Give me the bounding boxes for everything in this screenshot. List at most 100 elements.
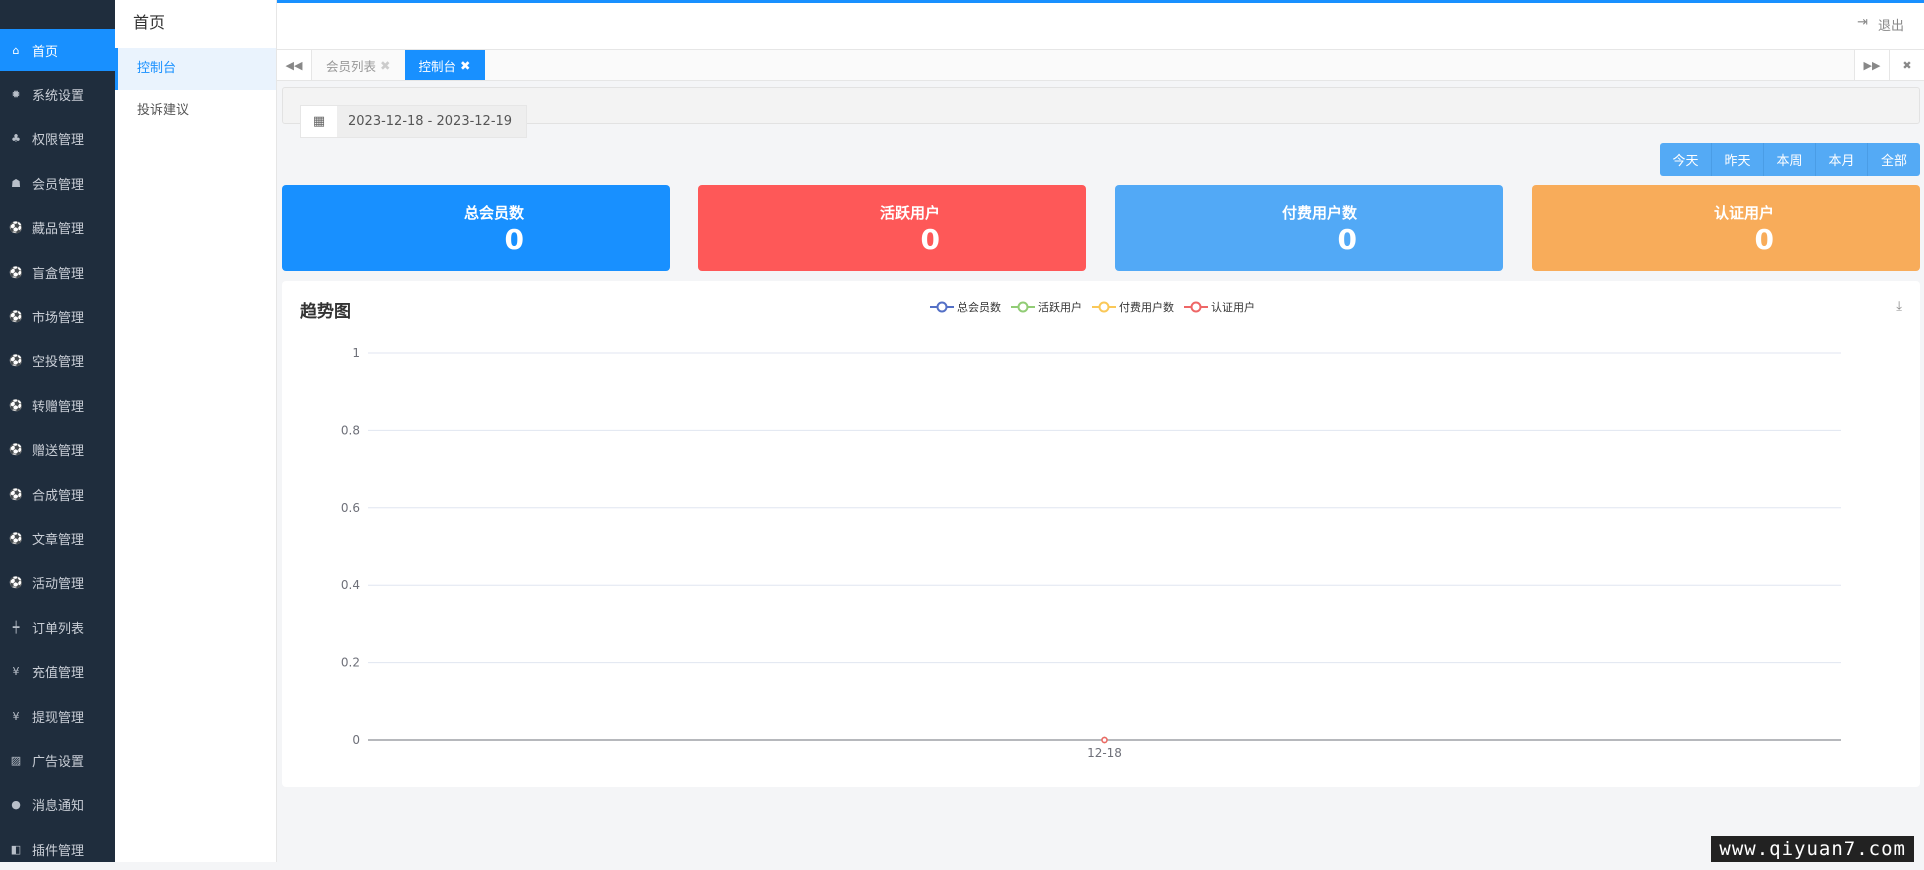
sidebar-item-label: 消息通知 bbox=[32, 799, 85, 815]
stat-label: 付费用户数 bbox=[1281, 204, 1357, 222]
top-header: ⇥ 退出 bbox=[277, 0, 1924, 49]
sidebar-item-12[interactable]: ⚽ 活动管理 bbox=[0, 562, 115, 604]
sub-nav-complaints[interactable]: 投诉建议 bbox=[137, 103, 190, 118]
calendar-icon: ▦ bbox=[301, 106, 337, 137]
sidebar-item-10[interactable]: ⚽ 合成管理 bbox=[0, 473, 115, 515]
legend-label: 付费用户数 bbox=[1119, 301, 1174, 314]
legend-item[interactable]: 付费用户数 bbox=[1092, 299, 1174, 315]
sidebar-item-label: 活动管理 bbox=[32, 577, 85, 593]
all-button[interactable]: 全部 bbox=[1868, 143, 1920, 176]
sidebar-item-label: 充值管理 bbox=[32, 666, 85, 682]
sidebar-item-16[interactable]: ▨ 广告设置 bbox=[0, 739, 115, 781]
sidebar-item-label: 订单列表 bbox=[32, 621, 85, 637]
stat-value: 0 bbox=[504, 223, 524, 256]
tab-bar: ◀◀ 会员列表 ✖ 控制台 ✖ ▶▶ ✖ bbox=[277, 49, 1924, 81]
sidebar-item-label: 系统设置 bbox=[32, 88, 85, 104]
yen-icon: ¥ bbox=[12, 665, 20, 679]
legend-marker-icon bbox=[1011, 301, 1035, 313]
sidebar-item-2[interactable]: ♣ 权限管理 bbox=[0, 118, 115, 160]
y-tick-label: 0.2 bbox=[341, 656, 360, 670]
sidebar-item-15[interactable]: ¥ 提现管理 bbox=[0, 695, 115, 737]
sidebar-item-label: 转赠管理 bbox=[32, 399, 85, 415]
sidebar-item-label: 提现管理 bbox=[32, 710, 85, 726]
gear-icon: ✹ bbox=[11, 87, 21, 101]
sidebar-item-4[interactable]: ⚽ 藏品管理 bbox=[0, 207, 115, 249]
logout-label: 退出 bbox=[1877, 19, 1904, 34]
sub-nav-title: 首页 bbox=[133, 13, 166, 32]
download-icon[interactable]: ⤓ bbox=[1896, 299, 1902, 314]
sidebar-item-7[interactable]: ⚽ 空投管理 bbox=[0, 340, 115, 382]
legend-item[interactable]: 总会员数 bbox=[930, 299, 1001, 315]
sidebar-item-6[interactable]: ⚽ 市场管理 bbox=[0, 295, 115, 337]
sidebar-item-label: 权限管理 bbox=[32, 133, 85, 149]
sidebar-item-5[interactable]: ⚽ 盲盒管理 bbox=[0, 251, 115, 293]
sidebar-item-1[interactable]: ✹ 系统设置 bbox=[0, 73, 115, 115]
sidebar-item-0[interactable]: ⌂ 首页 bbox=[0, 29, 115, 71]
sidebar-item-label: 广告设置 bbox=[32, 754, 85, 770]
chart-legend: 总会员数 活跃用户 付费用户数 认证用户 bbox=[930, 299, 1255, 315]
sidebar-item-9[interactable]: ⚽ 赠送管理 bbox=[0, 429, 115, 471]
sidebar-item-11[interactable]: ⚽ 文章管理 bbox=[0, 517, 115, 559]
sidebar: ⌂ 首页 ✹ 系统设置 ♣ 权限管理 ☗ 会员管理 ⚽ 藏品管理 ⚽ 盲盒管理 ⚽ 市场管理 ⚽ 空投管理 ⚽ 转… bbox=[0, 0, 115, 862]
sidebar-item-label: 赠送管理 bbox=[32, 444, 85, 460]
sidebar-item-17[interactable]: ● 消息通知 bbox=[0, 784, 115, 826]
y-tick-label: 0.8 bbox=[341, 423, 360, 437]
soccer-ball-icon: ⚽ bbox=[9, 487, 23, 501]
stat-label: 总会员数 bbox=[463, 204, 524, 222]
sidebar-item-8[interactable]: ⚽ 转赠管理 bbox=[0, 384, 115, 426]
stat-card: 付费用户数 0 bbox=[1115, 185, 1503, 271]
sidebar-item-label: 藏品管理 bbox=[32, 222, 85, 238]
today-button[interactable]: 今天 bbox=[1660, 143, 1712, 176]
sidebar-item-label: 插件管理 bbox=[32, 843, 85, 859]
soccer-ball-icon: ⚽ bbox=[9, 265, 23, 279]
stat-card: 认证用户 0 bbox=[1532, 185, 1920, 271]
scroll-left-button[interactable]: ◀◀ bbox=[277, 50, 312, 80]
this-week-button[interactable]: 本周 bbox=[1764, 143, 1816, 176]
sidebar-item-label: 首页 bbox=[32, 44, 59, 60]
date-range-picker[interactable]: ▦ 2023-12-18 - 2023-12-19 bbox=[300, 105, 527, 138]
legend-marker-icon bbox=[1184, 301, 1208, 313]
soccer-ball-icon: ⚽ bbox=[9, 221, 23, 235]
sidebar-item-label: 会员管理 bbox=[32, 177, 85, 193]
stat-value: 0 bbox=[1337, 223, 1357, 256]
date-range-input[interactable]: 2023-12-18 - 2023-12-19 bbox=[337, 106, 526, 137]
stat-value: 0 bbox=[1754, 223, 1774, 256]
legend-marker-icon bbox=[1092, 301, 1116, 313]
stat-card: 活跃用户 0 bbox=[698, 185, 1086, 271]
sidebar-item-13[interactable]: ┿ 订单列表 bbox=[0, 606, 115, 648]
plugin-icon: ◧ bbox=[10, 842, 22, 856]
sub-nav-dashboard[interactable]: 控制台 bbox=[115, 48, 276, 90]
image-icon: ▨ bbox=[10, 753, 22, 767]
legend-item[interactable]: 活跃用户 bbox=[1011, 299, 1082, 315]
logout-button[interactable]: ⇥ 退出 bbox=[1857, 15, 1904, 34]
signpost-icon: ┿ bbox=[12, 620, 20, 634]
stat-value: 0 bbox=[920, 223, 940, 256]
stat-card: 总会员数 0 bbox=[282, 185, 670, 271]
sub-navigation: 首页 控制台 投诉建议 bbox=[115, 0, 277, 862]
tab-label: 会员列表 bbox=[326, 58, 377, 74]
users-icon: ☗ bbox=[11, 176, 21, 190]
sign-out-icon: ⇥ bbox=[1857, 15, 1868, 30]
sitemap-icon: ♣ bbox=[11, 132, 21, 146]
scroll-right-button[interactable]: ▶▶ bbox=[1854, 50, 1889, 80]
sidebar-item-18[interactable]: ◧ 插件管理 bbox=[0, 828, 115, 870]
soccer-ball-icon: ⚽ bbox=[9, 576, 23, 590]
close-all-tabs-button[interactable]: ✖ bbox=[1889, 50, 1924, 80]
this-month-button[interactable]: 本月 bbox=[1816, 143, 1868, 176]
y-tick-label: 0.4 bbox=[341, 578, 360, 592]
y-tick-label: 0.6 bbox=[341, 501, 360, 515]
tab-dashboard[interactable]: 控制台 ✖ bbox=[404, 50, 485, 80]
comment-icon: ● bbox=[11, 798, 21, 812]
legend-item[interactable]: 认证用户 bbox=[1184, 299, 1255, 315]
stat-label: 活跃用户 bbox=[879, 204, 940, 222]
close-icon[interactable]: ✖ bbox=[460, 57, 471, 73]
sidebar-item-label: 文章管理 bbox=[32, 532, 85, 548]
tab-member-list[interactable]: 会员列表 ✖ bbox=[312, 50, 405, 80]
sidebar-item-3[interactable]: ☗ 会员管理 bbox=[0, 162, 115, 204]
data-point-3-0[interactable] bbox=[1101, 736, 1108, 744]
trend-chart-panel: 0 0.2 0.4 0.6 0.8 1 12-18 趋势图 总会员数 活跃用户 付费用户数 认证用… bbox=[282, 281, 1920, 787]
sidebar-item-label: 市场管理 bbox=[32, 310, 85, 326]
yesterday-button[interactable]: 昨天 bbox=[1712, 143, 1764, 176]
sidebar-item-14[interactable]: ¥ 充值管理 bbox=[0, 651, 115, 693]
close-icon[interactable]: ✖ bbox=[380, 57, 391, 73]
